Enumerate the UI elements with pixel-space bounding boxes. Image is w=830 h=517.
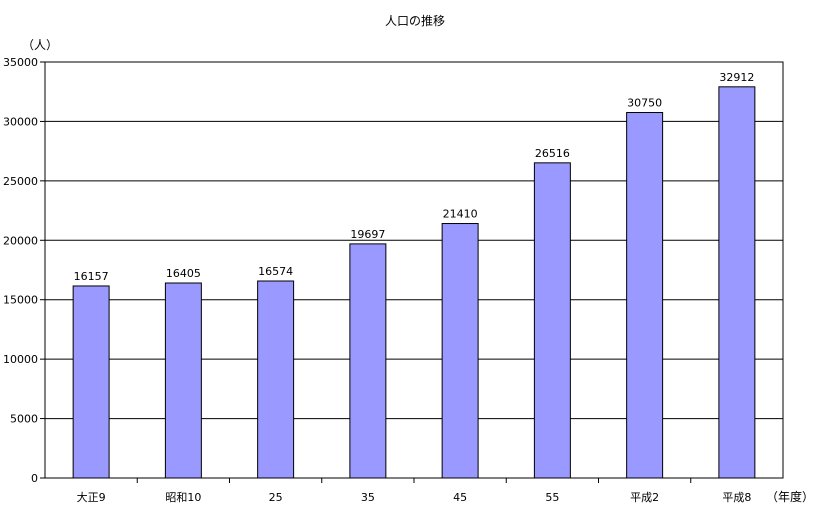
y-tick-label: 25000 [3, 175, 38, 188]
bar [72, 285, 110, 479]
y-tick-label: 0 [31, 472, 38, 485]
data-label: 30750 [627, 97, 662, 110]
data-label: 32912 [719, 71, 754, 84]
data-label: 26516 [535, 147, 570, 160]
x-tick-label: 25 [269, 491, 283, 504]
bar [626, 112, 664, 479]
data-label: 16157 [74, 270, 109, 283]
bar [164, 282, 202, 479]
x-axis-ticks: 大正9 昭和10 25 35 45 55 平成2 平成8 [77, 478, 751, 504]
gridlines [45, 61, 783, 479]
plot-area-frame [44, 61, 784, 479]
data-labels: 16157 16405 16574 19697 21410 26516 30750 32912 [74, 71, 755, 283]
x-tick-label: 大正9 [77, 490, 106, 504]
y-axis-ticks: 0 5000 10000 15000 20000 25000 30000 35000 [3, 56, 45, 485]
y-tick-label: 20000 [3, 234, 38, 247]
bar [533, 162, 571, 479]
bar [257, 280, 295, 479]
x-tick-label: 昭和10 [165, 491, 201, 504]
x-tick-label: 55 [545, 491, 559, 504]
bars [72, 86, 756, 479]
y-axis-unit-label: （人） [22, 38, 58, 52]
y-tick-label: 10000 [3, 353, 38, 366]
x-tick-label: 45 [453, 491, 467, 504]
data-label: 16574 [258, 265, 293, 278]
x-tick-label: 35 [361, 491, 375, 504]
y-tick-label: 30000 [3, 115, 38, 128]
x-tick-label: 平成2 [630, 491, 659, 504]
bar [441, 223, 479, 479]
bar [718, 86, 756, 479]
data-label: 16405 [166, 267, 201, 280]
bar [349, 243, 387, 479]
x-tick-label: 平成8 [722, 491, 751, 504]
y-tick-label: 15000 [3, 294, 38, 307]
y-tick-label: 35000 [3, 56, 38, 69]
data-label: 19697 [350, 228, 385, 241]
y-tick-label: 5000 [10, 413, 38, 426]
chart-title: 人口の推移 [385, 14, 445, 28]
x-axis-unit-label: （年度） [766, 489, 814, 504]
data-label: 21410 [443, 208, 478, 221]
